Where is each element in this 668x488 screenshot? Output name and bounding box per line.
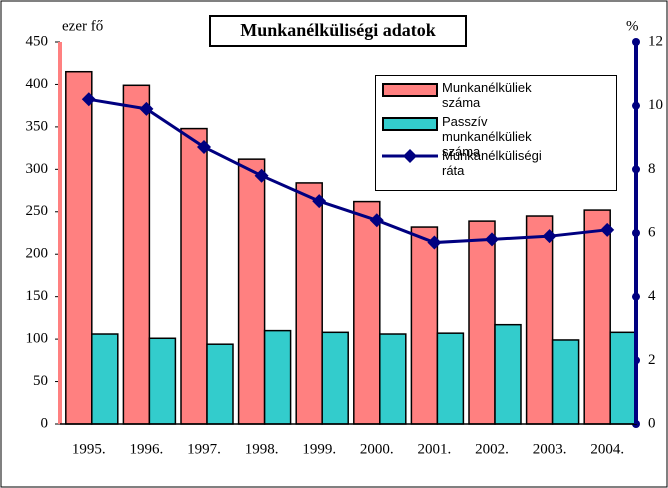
x-tick-label: 1995. — [72, 441, 106, 457]
line-marker — [254, 168, 269, 183]
y-tick-label: 100 — [26, 331, 49, 347]
bar — [494, 323, 522, 425]
bar — [237, 158, 266, 425]
y-tick-label: 400 — [26, 76, 49, 92]
line-marker — [427, 235, 442, 250]
y2-tick-label: 2 — [648, 352, 656, 368]
bar — [321, 331, 349, 425]
bar — [206, 343, 234, 425]
x-tick-label: 2001. — [418, 441, 452, 457]
bar — [353, 200, 381, 425]
legend-swatch — [382, 117, 438, 131]
y-tick-label: 300 — [26, 161, 49, 177]
legend-label: Passzív munkanélküliek száma — [442, 114, 532, 159]
y2-tick-label: 12 — [648, 33, 663, 49]
bar — [436, 332, 465, 425]
legend-entry: Passzív munkanélküliek száma — [376, 114, 562, 159]
y2-axis-label: % — [626, 18, 639, 34]
x-tick-label: 1998. — [245, 441, 279, 457]
x-tick-label: 2000. — [360, 441, 394, 457]
bar — [263, 329, 292, 425]
y-tick-label: 350 — [26, 118, 49, 134]
bar — [551, 339, 580, 425]
line-marker — [542, 229, 557, 244]
bar — [148, 337, 177, 425]
bar — [180, 127, 208, 425]
title-box — [209, 15, 467, 47]
legend-swatch — [382, 148, 438, 164]
line-marker — [485, 232, 499, 247]
y2-tick-label: 6 — [648, 224, 656, 240]
y2-tick-label: 8 — [648, 161, 656, 177]
x-tick-label: 2002. — [475, 441, 509, 457]
bar — [122, 84, 151, 425]
line — [88, 97, 608, 245]
y-tick-label: 50 — [33, 373, 48, 389]
x-tick-label: 1996. — [130, 441, 164, 457]
bar — [410, 226, 439, 425]
line-marker — [312, 194, 327, 209]
y-tick-label: 200 — [26, 246, 49, 262]
bar — [295, 182, 323, 425]
line-marker — [139, 101, 154, 116]
bar — [65, 70, 93, 425]
bar — [583, 209, 611, 425]
x-tick-label: 1997. — [187, 441, 221, 457]
legend-label: Munkanélküliek száma — [442, 80, 532, 110]
bar — [609, 331, 637, 425]
y2-tick-label: 0 — [648, 415, 656, 431]
legend-swatch — [382, 83, 438, 97]
x-tick-label: 1999. — [302, 441, 336, 457]
y2-tick-label: 10 — [648, 97, 663, 113]
chart-title: Munkanélküliségi adatok — [240, 20, 436, 40]
y-axis-label: ezer fő — [62, 18, 103, 34]
legend: Munkanélküliek száma Passzív munkanélküli… — [375, 75, 617, 191]
line-marker — [369, 213, 384, 228]
bar — [525, 215, 554, 425]
legend-entry: Munkanélküliek száma — [376, 80, 562, 110]
y-tick-label: 0 — [41, 415, 49, 431]
y-tick-label: 450 — [26, 33, 49, 49]
x-tick-label: 2003. — [533, 441, 567, 457]
y2-tick-label: 4 — [648, 288, 656, 304]
y-tick-label: 150 — [26, 288, 49, 304]
legend-label: Munkanélküliségi ráta — [442, 148, 542, 178]
x-tick-label: 2004. — [590, 441, 624, 457]
bar — [379, 333, 407, 425]
legend-entry: Munkanélküliségi ráta — [376, 148, 562, 178]
bar — [91, 333, 119, 425]
line-marker — [81, 92, 96, 107]
bar — [468, 220, 496, 425]
line-marker — [600, 222, 615, 237]
y-tick-label: 250 — [26, 203, 49, 219]
line-marker — [197, 140, 211, 155]
